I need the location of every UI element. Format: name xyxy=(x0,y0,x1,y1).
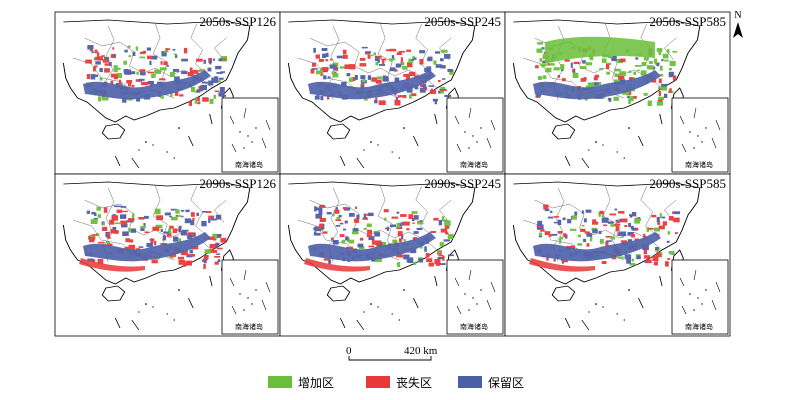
south-china-sea-inset: 南海诸岛 xyxy=(221,259,279,335)
distribution-layer xyxy=(79,205,227,272)
inset-label: 南海诸岛 xyxy=(235,322,263,331)
panel-title: 2050s-SSP126 xyxy=(199,14,276,29)
legend-swatch-retain xyxy=(458,376,482,388)
inset-label: 南海诸岛 xyxy=(685,322,713,331)
inset-label: 南海诸岛 xyxy=(235,160,263,169)
distribution-layer xyxy=(529,204,681,272)
south-china-sea-inset: 南海诸岛 xyxy=(221,97,279,173)
legend: 增加区 丧失区 保留区 xyxy=(268,375,524,390)
legend-swatch-loss xyxy=(366,376,390,388)
scale-bar: 0 420 km xyxy=(346,345,438,361)
legend-swatch-gain xyxy=(268,376,292,388)
south-china-sea-inset: 南海诸岛 xyxy=(446,259,504,335)
north-arrow-label: N xyxy=(734,10,741,21)
south-china-sea-inset: 南海诸岛 xyxy=(671,97,729,173)
north-arrow: N xyxy=(733,10,743,38)
scale-bar-line xyxy=(348,356,432,361)
inset-label: 南海诸岛 xyxy=(685,160,713,169)
map-panel-p5: 南海诸岛 2090s-SSP245 xyxy=(279,173,506,337)
map-panel-p2: 南海诸岛 2050s-SSP245 xyxy=(279,11,506,175)
distribution-layer xyxy=(304,204,454,272)
panel-title: 2050s-SSP585 xyxy=(649,14,726,29)
scale-bar-end: 420 km xyxy=(404,345,438,357)
south-china-sea-inset: 南海诸岛 xyxy=(446,97,504,173)
legend-label-gain: 增加区 xyxy=(298,376,334,390)
inset-label: 南海诸岛 xyxy=(460,160,488,169)
inset-label: 南海诸岛 xyxy=(460,322,488,331)
scale-bar-start: 0 xyxy=(346,345,352,357)
map-panel-p3: 南海诸岛 2050s-SSP585 xyxy=(504,11,731,175)
north-arrow-icon xyxy=(733,22,743,38)
map-panel-p4: 南海诸岛 2090s-SSP126 xyxy=(54,173,281,337)
distribution-layer xyxy=(308,46,454,106)
panel-grid: 南海诸岛 2050s-SSP126 南海诸岛 2050s-SSP245 南海诸岛 2050… xyxy=(54,11,731,337)
panel-title: 2090s-SSP245 xyxy=(424,176,501,191)
panel-title: 2090s-SSP585 xyxy=(649,176,726,191)
map-panel-p1: 南海诸岛 2050s-SSP126 xyxy=(54,11,281,175)
south-china-sea-inset: 南海诸岛 xyxy=(671,259,729,335)
distribution-layer xyxy=(533,36,680,106)
distribution-layer xyxy=(83,45,228,106)
panel-title: 2090s-SSP126 xyxy=(199,176,276,191)
panel-title: 2050s-SSP245 xyxy=(424,14,501,29)
legend-label-loss: 丧失区 xyxy=(396,375,432,390)
map-panel-p6: 南海诸岛 2090s-SSP585 xyxy=(504,173,731,337)
legend-label-retain: 保留区 xyxy=(488,376,524,390)
